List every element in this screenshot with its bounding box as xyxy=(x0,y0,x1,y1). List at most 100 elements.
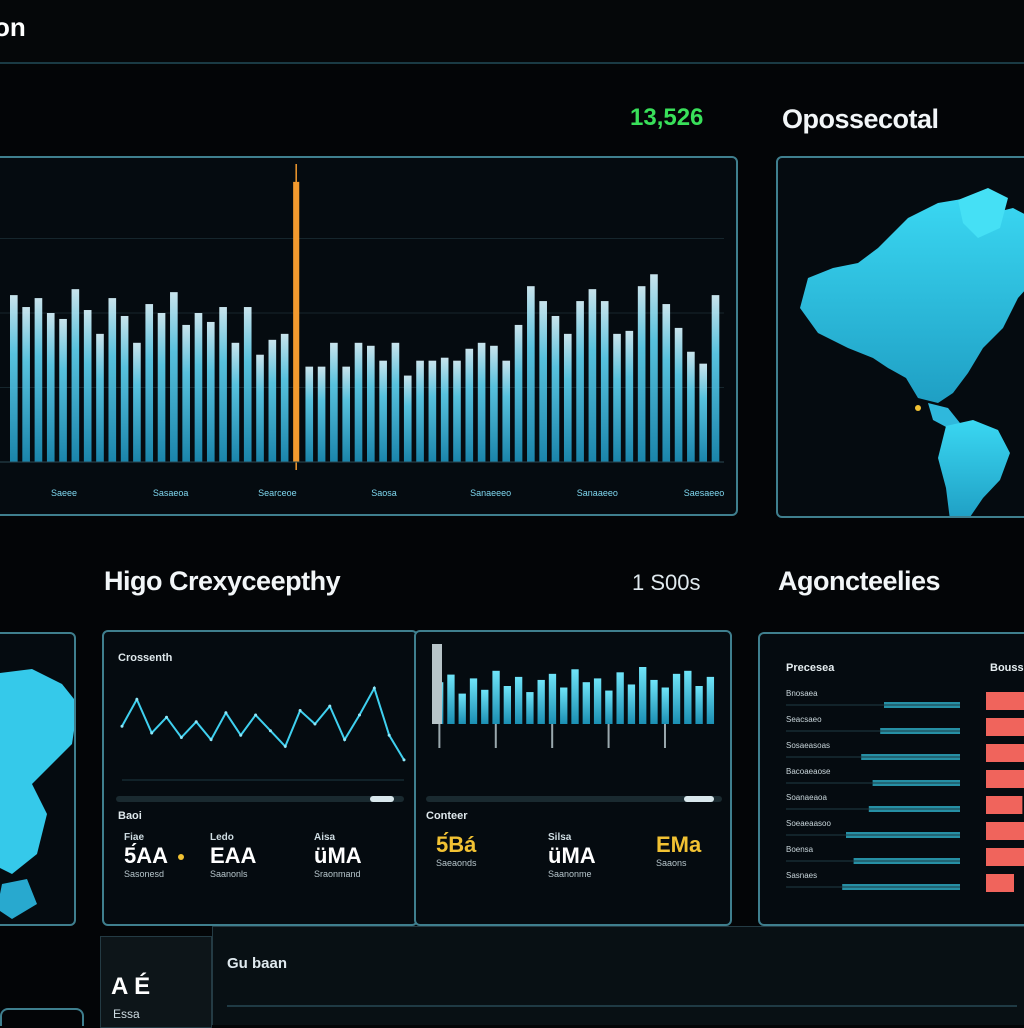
row-label: Sasnaes xyxy=(786,871,817,880)
bar-chart-panel[interactable]: Conteer 5́Bá Saeaonds Silsa üMA Saanonme… xyxy=(414,630,732,926)
bar xyxy=(514,324,523,462)
salmon-bar xyxy=(986,718,1024,736)
row-label: Bnosaea xyxy=(786,689,818,698)
bar xyxy=(687,351,695,462)
stat-2: Silsa üMA Saanonme xyxy=(548,832,596,879)
agenda-panel[interactable]: Precesea Bouss Bnosaea Seacsaeo Sosaeasoas… xyxy=(758,632,1024,926)
bar xyxy=(170,292,178,462)
stat-1: Fiae 5́AA Sasonesd xyxy=(124,832,168,879)
bar xyxy=(206,321,215,462)
agenda-col-left: Precesea xyxy=(786,662,835,674)
bar xyxy=(514,676,523,724)
bar xyxy=(440,357,449,462)
bar-chart-scrollbar[interactable] xyxy=(426,796,722,802)
bar xyxy=(627,684,636,724)
bar xyxy=(182,324,190,462)
world-map xyxy=(800,188,1024,516)
bar xyxy=(503,686,512,724)
agenda-bar-chart: Bnosaea Seacsaeo Sosaeasoas Bacoaeaose Soana… xyxy=(786,689,1024,892)
line-point xyxy=(254,713,258,717)
bar xyxy=(639,667,647,724)
line-stats: Fiae 5́AA Sasonesd Ledo EAA Saanonls Ais… xyxy=(118,832,408,902)
main-chart-panel[interactable]: Saeee Sasaeoa Searceoe Saosa Sanaeeeo Sanaaee… xyxy=(0,156,738,516)
x-tick-label: Saesaeeo xyxy=(684,488,725,498)
row-label: Seacsaeo xyxy=(786,715,822,724)
overview-value: 13,526 xyxy=(630,104,704,131)
line-point xyxy=(239,733,243,737)
line-point xyxy=(298,709,302,713)
stat-3: EMa Saaons xyxy=(656,832,701,868)
row-label: Bacoaeaose xyxy=(786,767,831,776)
stat-2: Ledo EAA Saanonls xyxy=(210,832,256,879)
line-chart-scrollbar[interactable] xyxy=(116,796,404,802)
bar xyxy=(108,298,117,462)
line-point xyxy=(165,715,169,719)
bar xyxy=(527,286,535,462)
scroll-thumb[interactable] xyxy=(370,796,394,802)
bar xyxy=(231,342,240,462)
bar xyxy=(502,360,511,462)
stat-3: Aisa üMA Sraonmand xyxy=(314,832,362,879)
bar xyxy=(616,672,624,724)
bar-footer-label: Conteer xyxy=(426,810,468,822)
bar xyxy=(582,682,590,724)
bottom-axis xyxy=(227,1005,1017,1007)
stat-label: Aisa xyxy=(314,832,336,843)
geo-map-panel[interactable] xyxy=(776,156,1024,518)
bar xyxy=(576,301,584,462)
bar xyxy=(699,363,708,462)
bar xyxy=(537,679,545,724)
bar xyxy=(145,304,154,462)
agenda-col-right: Bouss xyxy=(990,662,1024,674)
bar xyxy=(469,678,478,724)
bar xyxy=(219,307,227,462)
bottom-panel[interactable]: Gu baan xyxy=(212,926,1024,1025)
bar xyxy=(447,674,455,724)
stat-value: EMa xyxy=(656,832,702,857)
bar xyxy=(477,342,486,462)
stat-label: Ledo xyxy=(210,832,234,843)
south-america-shape xyxy=(938,420,1010,516)
agenda-title: Agoncteelies xyxy=(778,566,941,596)
stat-caption: Sraonmand xyxy=(314,869,361,879)
bar xyxy=(674,327,683,462)
bar xyxy=(83,310,92,462)
salmon-bar xyxy=(986,744,1024,762)
salmon-bar xyxy=(986,822,1024,840)
bar xyxy=(551,315,560,462)
bar xyxy=(613,333,621,462)
bottom-left-edge-panel xyxy=(0,1008,84,1026)
stat-caption: Saaons xyxy=(656,858,687,868)
bar xyxy=(453,360,461,462)
bar xyxy=(684,670,692,724)
stat-value: EAA xyxy=(210,843,257,868)
salmon-bar xyxy=(986,874,1014,892)
bar xyxy=(367,345,375,462)
bar xyxy=(342,366,351,462)
top-bar: on xyxy=(0,0,1024,64)
bar xyxy=(526,692,534,724)
stat-caption: Saeaonds xyxy=(436,858,477,868)
bottom-left-caption: Essa xyxy=(113,1007,140,1021)
bottom-left-tile[interactable]: A É Essa xyxy=(100,936,212,1028)
scroll-thumb[interactable] xyxy=(684,796,714,802)
bar xyxy=(71,289,80,462)
bar xyxy=(650,679,658,724)
bar xyxy=(672,673,681,724)
bar xyxy=(625,330,634,462)
bar xyxy=(403,375,412,462)
line-point xyxy=(343,738,347,742)
bar xyxy=(354,342,363,462)
small-bar-chart xyxy=(432,644,715,748)
stat-label: Fiae xyxy=(124,832,145,843)
bar xyxy=(605,690,613,724)
line-point xyxy=(135,697,139,701)
bar xyxy=(34,298,43,462)
bar xyxy=(560,687,568,724)
bar xyxy=(330,342,338,462)
stat-caption: Sasonesd xyxy=(124,869,165,879)
line-point xyxy=(372,686,376,690)
line-chart-panel[interactable]: Crossenth Baoi Fiae 5́AA Sasonesd Ledo E… xyxy=(102,630,418,926)
bar xyxy=(256,354,264,462)
secondary-map-panel[interactable] xyxy=(0,632,76,926)
